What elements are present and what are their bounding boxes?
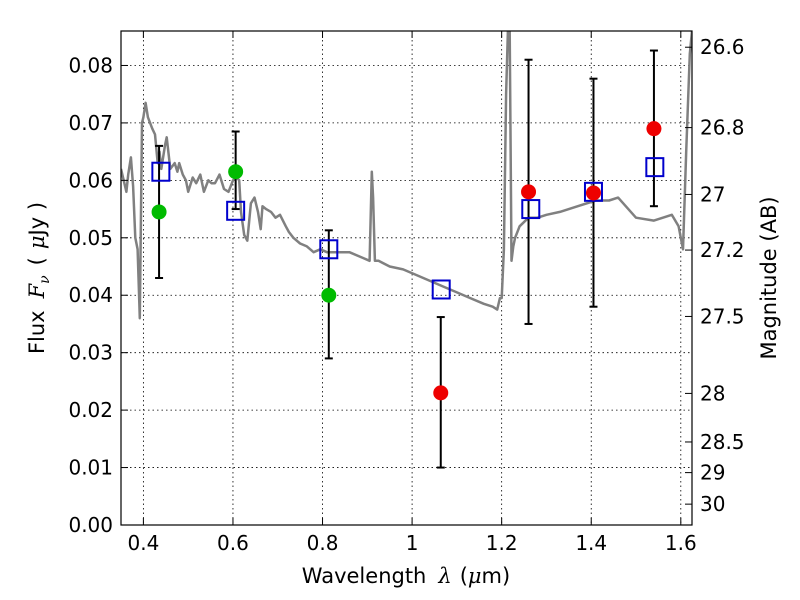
x-tick-label: 0.6 bbox=[217, 531, 249, 555]
y-tick-label: 0.02 bbox=[68, 398, 113, 422]
x-axis-label: Wavelength λ (μm) bbox=[302, 564, 510, 588]
model-square-point bbox=[319, 239, 339, 260]
mag-tick-label: 27.5 bbox=[700, 304, 745, 328]
mag-tick-label: 27.2 bbox=[700, 238, 745, 262]
y-tick-label: 0.08 bbox=[68, 53, 113, 77]
mag-tick-label: 28 bbox=[700, 381, 725, 405]
grid-lines bbox=[121, 31, 692, 526]
x-tick-label: 1.6 bbox=[665, 531, 697, 555]
y-axis-label-left: FluxFν(μJy ) bbox=[25, 202, 53, 354]
red-data-point bbox=[585, 185, 601, 201]
green-data-point bbox=[321, 287, 337, 303]
green-data-point bbox=[151, 204, 167, 220]
y-tick-label: 0.00 bbox=[68, 513, 113, 537]
model-square-point bbox=[583, 181, 603, 202]
y-tick-label: 0.03 bbox=[68, 341, 113, 365]
mag-tick-label: 26.6 bbox=[700, 35, 745, 59]
mag-tick-label: 30 bbox=[700, 492, 725, 516]
model-square-point bbox=[431, 279, 451, 300]
y-tick-label: 0.05 bbox=[68, 226, 113, 250]
data-markers bbox=[151, 49, 665, 469]
red-data-point bbox=[646, 121, 662, 137]
mag-tick-label: 29 bbox=[700, 461, 725, 485]
red-data-point bbox=[433, 385, 449, 401]
green-data-point bbox=[228, 164, 244, 180]
mag-tick-label: 27 bbox=[700, 182, 725, 206]
model-square-point bbox=[151, 161, 171, 182]
plot-content bbox=[121, 31, 692, 320]
y-tick-label: 0.04 bbox=[68, 283, 113, 307]
x-tick-label: 1.4 bbox=[575, 531, 607, 555]
x-tick-label: 0.4 bbox=[127, 531, 159, 555]
x-tick-label: 1 bbox=[406, 531, 419, 555]
x-tick-label: 0.8 bbox=[307, 531, 339, 555]
axis-ticks: 0.4 0.6 0.8 1 1.2 1.4 1.6 0.00 0.01 0.02 0.03 0.04 0… bbox=[68, 31, 745, 555]
model-square-point bbox=[521, 199, 541, 220]
sed-model-line bbox=[121, 31, 692, 320]
y-axis-label-right: Magnitude (AB) bbox=[757, 196, 781, 359]
y-tick-label: 0.06 bbox=[68, 168, 113, 192]
red-data-point bbox=[521, 184, 537, 200]
model-square-point bbox=[645, 157, 665, 178]
mag-tick-label: 26.8 bbox=[700, 116, 745, 140]
x-tick-label: 1.2 bbox=[486, 531, 518, 555]
mag-tick-label: 28.5 bbox=[700, 430, 745, 454]
model-square-point bbox=[226, 200, 246, 221]
plot-frame bbox=[120, 30, 693, 526]
y-tick-label: 0.01 bbox=[68, 456, 113, 480]
y-tick-label: 0.07 bbox=[68, 111, 113, 135]
